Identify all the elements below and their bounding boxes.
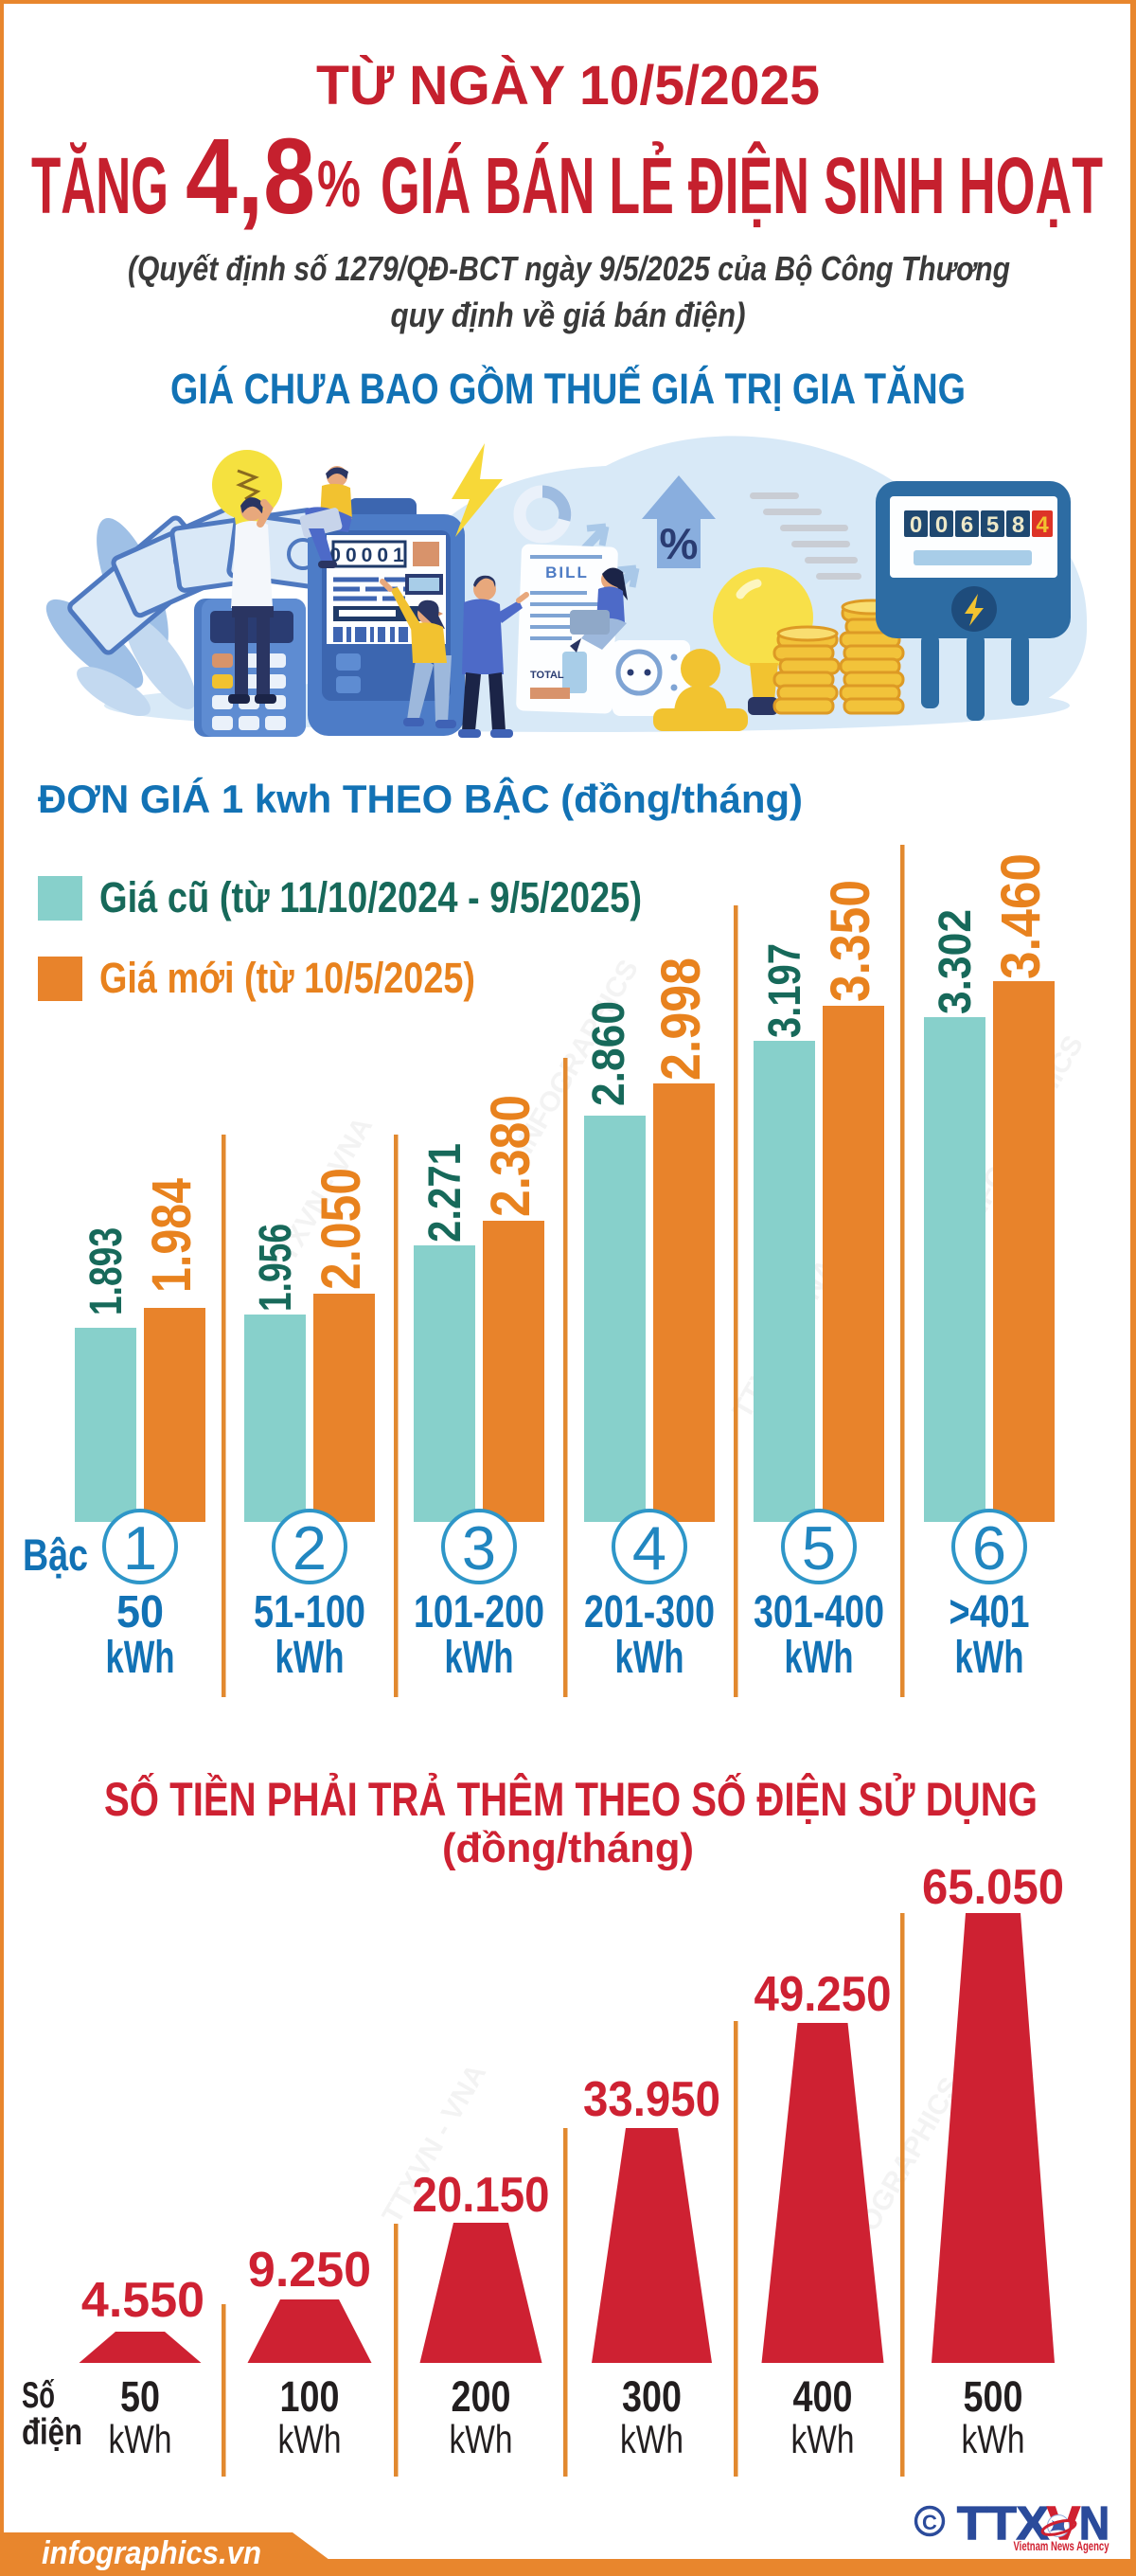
- svg-text:5: 5: [802, 1513, 836, 1583]
- svg-text:3.460: 3.460: [990, 853, 1052, 979]
- svg-text:00001: 00001: [329, 545, 408, 566]
- svg-text:4,8: 4,8: [186, 116, 315, 236]
- svg-text:C: C: [922, 2511, 937, 2534]
- svg-text:101-200: 101-200: [414, 1587, 544, 1637]
- svg-text:0: 0: [935, 512, 948, 538]
- svg-text:9.250: 9.250: [248, 2243, 371, 2298]
- svg-text:GIÁ BÁN LẺ ĐIỆN SINH HOẠT: GIÁ BÁN LẺ ĐIỆN SINH HOẠT: [381, 141, 1103, 230]
- svg-text:49.250: 49.250: [754, 1967, 892, 2022]
- svg-text:Giá mới (từ 10/5/2025): Giá mới (từ 10/5/2025): [99, 954, 475, 1002]
- svg-text:301-400: 301-400: [754, 1587, 884, 1637]
- svg-text:(Quyết định số 1279/QĐ-BCT ngà: (Quyết định số 1279/QĐ-BCT ngày 9/5/2025…: [128, 249, 1010, 288]
- svg-text:kWh: kWh: [275, 1633, 345, 1683]
- svg-text:400: 400: [793, 2372, 853, 2421]
- svg-text:kWh: kWh: [450, 2417, 513, 2461]
- svg-text:quy định về giá bán điện): quy định về giá bán điện): [391, 295, 746, 334]
- svg-text:infographics.vn: infographics.vn: [42, 2535, 261, 2571]
- svg-text:4: 4: [632, 1513, 666, 1583]
- svg-text:201-300: 201-300: [584, 1587, 715, 1637]
- svg-text:kWh: kWh: [106, 1633, 175, 1683]
- svg-text:2.050: 2.050: [311, 1168, 372, 1290]
- svg-text:%: %: [317, 147, 361, 221]
- svg-text:1.984: 1.984: [141, 1178, 203, 1293]
- svg-text:kWh: kWh: [620, 2417, 683, 2461]
- svg-text:SỐ TIỀN PHẢI TRẢ THÊM THEO SỐ: SỐ TIỀN PHẢI TRẢ THÊM THEO SỐ ĐIỆN SỬ DỤ…: [104, 1772, 1038, 1826]
- svg-text:33.950: 33.950: [583, 2072, 720, 2127]
- svg-text:0: 0: [910, 512, 922, 538]
- svg-text:2.380: 2.380: [480, 1095, 541, 1217]
- svg-text:2.271: 2.271: [420, 1143, 470, 1243]
- svg-text:TOTAL: TOTAL: [530, 670, 564, 681]
- svg-text:kWh: kWh: [615, 1633, 684, 1683]
- svg-text:%: %: [660, 519, 699, 568]
- svg-text:100: 100: [280, 2372, 340, 2421]
- svg-text:2.998: 2.998: [650, 957, 712, 1081]
- svg-text:1: 1: [123, 1513, 157, 1583]
- svg-text:kWh: kWh: [278, 2417, 342, 2461]
- svg-text:3.197: 3.197: [760, 943, 810, 1038]
- svg-text:kWh: kWh: [785, 1633, 854, 1683]
- svg-text:kWh: kWh: [445, 1633, 514, 1683]
- svg-text:6: 6: [972, 1513, 1006, 1583]
- svg-text:4.550: 4.550: [81, 2273, 204, 2328]
- svg-text:50: 50: [116, 1587, 164, 1637]
- svg-text:(đồng/tháng): (đồng/tháng): [442, 1825, 694, 1871]
- svg-text:2.860: 2.860: [584, 1001, 634, 1106]
- svg-text:Giá cũ (từ 11/10/2024 - 9/5/20: Giá cũ (từ 11/10/2024 - 9/5/2025): [99, 873, 642, 921]
- svg-text:300: 300: [622, 2372, 682, 2421]
- svg-text:200: 200: [452, 2372, 511, 2421]
- svg-text:8: 8: [1012, 512, 1024, 538]
- svg-text:TỪ NGÀY 10/5/2025: TỪ NGÀY 10/5/2025: [316, 55, 820, 116]
- svg-text:5: 5: [986, 512, 999, 538]
- svg-text:Bậc: Bậc: [23, 1530, 88, 1580]
- svg-text:50: 50: [120, 2372, 160, 2421]
- svg-text:20.150: 20.150: [413, 2168, 550, 2223]
- svg-text:>401: >401: [950, 1587, 1030, 1637]
- svg-text:3.350: 3.350: [820, 880, 881, 1002]
- svg-text:1.893: 1.893: [81, 1227, 132, 1315]
- svg-text:TTX: TTX: [957, 2498, 1049, 2549]
- svg-text:2: 2: [293, 1513, 327, 1583]
- svg-text:6: 6: [961, 512, 973, 538]
- svg-text:3: 3: [462, 1513, 496, 1583]
- svg-text:GIÁ CHƯA BAO GỒM THUẾ GIÁ TRỊ: GIÁ CHƯA BAO GỒM THUẾ GIÁ TRỊ GIA TĂNG: [170, 365, 966, 413]
- svg-text:1.956: 1.956: [251, 1224, 301, 1312]
- svg-text:3.302: 3.302: [931, 909, 981, 1014]
- svg-text:BILL: BILL: [545, 564, 589, 581]
- svg-text:TĂNG: TĂNG: [31, 141, 169, 230]
- svg-text:Vietnam News Agency: Vietnam News Agency: [1014, 2539, 1109, 2553]
- svg-text:65.050: 65.050: [922, 1860, 1064, 1915]
- svg-text:kWh: kWh: [962, 2417, 1025, 2461]
- svg-text:kWh: kWh: [109, 2417, 172, 2461]
- svg-text:500: 500: [964, 2372, 1023, 2421]
- svg-text:51-100: 51-100: [254, 1587, 365, 1637]
- svg-text:kWh: kWh: [955, 1633, 1024, 1683]
- svg-text:điện: điện: [22, 2412, 82, 2453]
- svg-text:4: 4: [1036, 512, 1049, 538]
- svg-text:kWh: kWh: [791, 2417, 855, 2461]
- svg-text:N: N: [1079, 2498, 1109, 2549]
- svg-text:Số: Số: [22, 2375, 55, 2416]
- svg-text:ĐƠN GIÁ 1 kwh THEO BẬC (đồng/t: ĐƠN GIÁ 1 kwh THEO BẬC (đồng/tháng): [38, 776, 803, 821]
